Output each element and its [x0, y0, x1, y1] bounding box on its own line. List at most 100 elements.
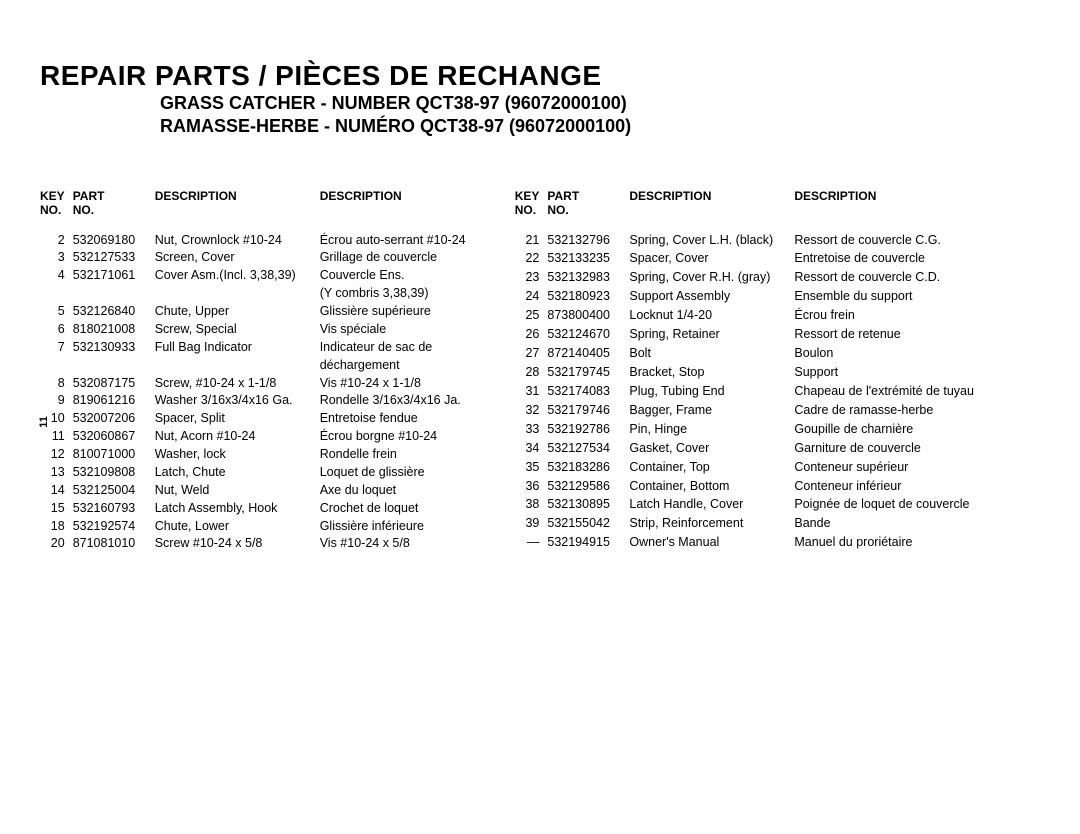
cell-key — [40, 357, 73, 375]
table-row: 5532126840Chute, UpperGlissière supérieu… — [40, 303, 505, 321]
table-row: 35532183286Container, TopConteneur supér… — [515, 459, 1010, 478]
table-row: 12810071000Washer, lockRondelle frein — [40, 446, 505, 464]
table-row: 33532192786Pin, HingeGoupille de charniè… — [515, 421, 1010, 440]
cell-part: 532127533 — [73, 249, 155, 267]
cell-desc-fr: Goupille de charnière — [794, 421, 1009, 440]
cell-desc-fr: Rondelle frein — [320, 446, 505, 464]
cell-part — [73, 357, 155, 375]
cell-desc-en: Container, Bottom — [629, 478, 794, 497]
cell-desc-en: Nut, Acorn #10-24 — [155, 428, 320, 446]
cell-key — [40, 285, 73, 303]
table-row: 34532127534Gasket, CoverGarniture de cou… — [515, 440, 1010, 459]
cell-part: 532127534 — [547, 440, 629, 459]
cell-key: 7 — [40, 339, 73, 357]
table-row: 14532125004Nut, WeldAxe du loquet — [40, 482, 505, 500]
header-desc-fr: DESCRIPTION — [794, 189, 1009, 232]
cell-part: 532179746 — [547, 402, 629, 421]
cell-key: 18 — [40, 518, 73, 536]
cell-part: 532069180 — [73, 232, 155, 250]
table-row: 20871081010Screw #10-24 x 5/8Vis #10-24 … — [40, 535, 505, 553]
cell-part: 532133235 — [547, 250, 629, 269]
table-row: 24532180923Support AssemblyEnsemble du s… — [515, 288, 1010, 307]
cell-desc-en: Strip, Reinforcement — [629, 515, 794, 534]
table-row: 23532132983Spring, Cover R.H. (gray)Ress… — [515, 269, 1010, 288]
cell-desc-en: Container, Top — [629, 459, 794, 478]
cell-desc-fr: Cadre de ramasse-herbe — [794, 402, 1009, 421]
cell-desc-en: Plug, Tubing End — [629, 383, 794, 402]
cell-part: 532124670 — [547, 326, 629, 345]
cell-desc-fr: Écrou frein — [794, 307, 1009, 326]
table-row: 21532132796Spring, Cover L.H. (black)Res… — [515, 232, 1010, 251]
cell-desc-fr: Vis #10-24 x 5/8 — [320, 535, 505, 553]
cell-key: — — [515, 534, 548, 553]
cell-desc-fr: Axe du loquet — [320, 482, 505, 500]
table-row: 10532007206Spacer, SplitEntretoise fendu… — [40, 410, 505, 428]
cell-key: 14 — [40, 482, 73, 500]
cell-desc-fr: Garniture de couvercle — [794, 440, 1009, 459]
cell-key: 3 — [40, 249, 73, 267]
cell-part: 532087175 — [73, 375, 155, 393]
cell-desc-fr: Couvercle Ens. — [320, 267, 505, 285]
cell-part: 532130895 — [547, 496, 629, 515]
cell-part — [73, 285, 155, 303]
cell-desc-en: Screw, Special — [155, 321, 320, 339]
cell-key: 26 — [515, 326, 548, 345]
table-row: 28532179745Bracket, StopSupport — [515, 364, 1010, 383]
cell-desc-en: Screw, #10-24 x 1-1/8 — [155, 375, 320, 393]
cell-part: 532132983 — [547, 269, 629, 288]
cell-desc-en: Washer 3/16x3/4x16 Ga. — [155, 392, 320, 410]
cell-desc-fr: Poignée de loquet de couvercle — [794, 496, 1009, 515]
table-row: 7532130933Full Bag IndicatorIndicateur d… — [40, 339, 505, 357]
cell-part: 532194915 — [547, 534, 629, 553]
cell-desc-en: Spring, Retainer — [629, 326, 794, 345]
cell-part: 532125004 — [73, 482, 155, 500]
cell-key: 6 — [40, 321, 73, 339]
table-row: 38532130895Latch Handle, CoverPoignée de… — [515, 496, 1010, 515]
cell-desc-fr: Vis spéciale — [320, 321, 505, 339]
cell-key: 11 — [40, 428, 73, 446]
table-row: 13532109808Latch, ChuteLoquet de glissiè… — [40, 464, 505, 482]
cell-desc-en: Nut, Crownlock #10-24 — [155, 232, 320, 250]
cell-key: 33 — [515, 421, 548, 440]
table-row: 39532155042Strip, ReinforcementBande — [515, 515, 1010, 534]
cell-desc-fr: Glissière supérieure — [320, 303, 505, 321]
cell-part: 818021008 — [73, 321, 155, 339]
cell-desc-en: Bagger, Frame — [629, 402, 794, 421]
cell-desc-en: Spring, Cover R.H. (gray) — [629, 269, 794, 288]
cell-desc-fr: déchargement — [320, 357, 505, 375]
table-row: 26532124670Spring, RetainerRessort de re… — [515, 326, 1010, 345]
cell-part: 871081010 — [73, 535, 155, 553]
cell-key: 27 — [515, 345, 548, 364]
parts-table-right: KEYNO. PARTNO. DESCRIPTION DESCRIPTION 2… — [515, 189, 1010, 554]
table-row: —532194915Owner's ManualManuel du prorié… — [515, 534, 1010, 553]
cell-key: 28 — [515, 364, 548, 383]
table-row: 27872140405BoltBoulon — [515, 345, 1010, 364]
cell-desc-en — [155, 285, 320, 303]
parts-table-left: KEYNO. PARTNO. DESCRIPTION DESCRIPTION 2… — [40, 189, 505, 554]
cell-desc-en: Screw #10-24 x 5/8 — [155, 535, 320, 553]
cell-desc-en: Nut, Weld — [155, 482, 320, 500]
subtitle-english: GRASS CATCHER - NUMBER QCT38-97 (9607200… — [160, 92, 1050, 115]
cell-part: 532007206 — [73, 410, 155, 428]
table-row: 18532192574Chute, LowerGlissière inférie… — [40, 518, 505, 536]
subtitle-french: RAMASSE-HERBE - NUMÉRO QCT38-97 (9607200… — [160, 115, 1050, 138]
cell-desc-en: Bracket, Stop — [629, 364, 794, 383]
cell-key: 24 — [515, 288, 548, 307]
cell-desc-en: Spring, Cover L.H. (black) — [629, 232, 794, 251]
table-row: (Y combris 3,38,39) — [40, 285, 505, 303]
cell-desc-fr: Ressort de couvercle C.D. — [794, 269, 1009, 288]
table-row: 15532160793Latch Assembly, HookCrochet d… — [40, 500, 505, 518]
cell-key: 9 — [40, 392, 73, 410]
cell-desc-fr: Conteneur supérieur — [794, 459, 1009, 478]
cell-part: 532160793 — [73, 500, 155, 518]
page-number: 11 — [38, 416, 50, 428]
cell-key: 31 — [515, 383, 548, 402]
table-row: 11532060867Nut, Acorn #10-24Écrou borgne… — [40, 428, 505, 446]
cell-key: 4 — [40, 267, 73, 285]
cell-desc-en: Gasket, Cover — [629, 440, 794, 459]
cell-part: 810071000 — [73, 446, 155, 464]
cell-part: 532126840 — [73, 303, 155, 321]
cell-part: 532180923 — [547, 288, 629, 307]
cell-key: 34 — [515, 440, 548, 459]
cell-desc-fr: Vis #10-24 x 1-1/8 — [320, 375, 505, 393]
